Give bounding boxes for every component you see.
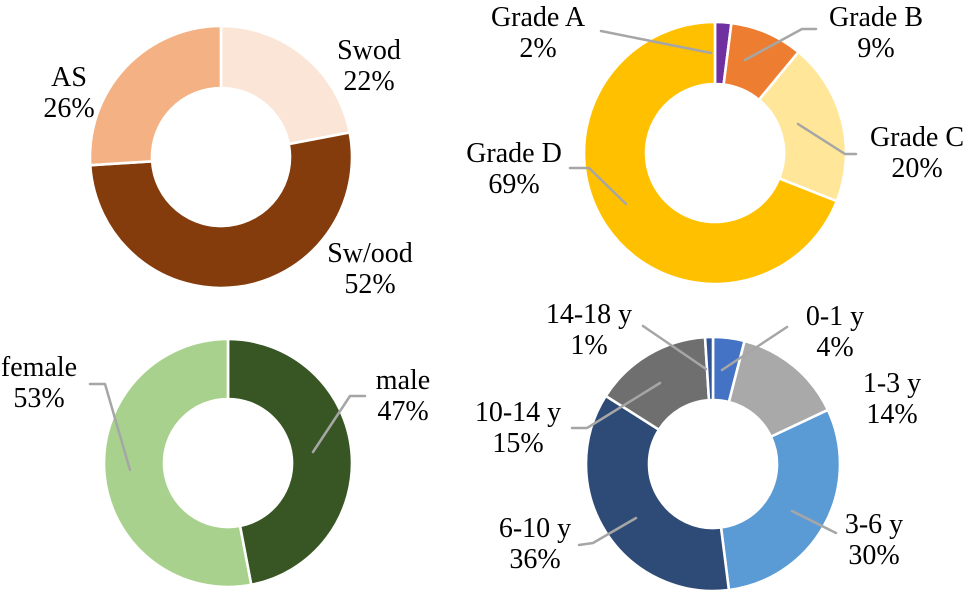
slice-female [102, 337, 253, 589]
label-grade-d: Grade D 69% [466, 138, 562, 200]
donut-chart-top-right [582, 20, 848, 286]
label-0-1-y: 0-1 y 4% [806, 301, 864, 363]
slice-pct: 15% [492, 428, 544, 459]
slice-sw-ood [88, 130, 354, 290]
slice-male [226, 337, 354, 587]
slice-swod [219, 24, 352, 146]
label-3-6-y: 3-6 y 30% [845, 509, 903, 571]
slice-pct: 47% [377, 396, 429, 427]
label-grade-c: Grade C 20% [870, 122, 964, 184]
slice-name: 10-14 y [474, 397, 562, 428]
slice-pct: 36% [509, 544, 561, 575]
donut-chart-bottom-left [102, 337, 354, 589]
label-10-14-y: 10-14 y 15% [475, 397, 561, 459]
slice-name: 0-1 y [805, 301, 865, 332]
label-grade-b: Grade B 9% [829, 2, 923, 64]
slice-pct: 9% [857, 33, 895, 64]
slice-pct: 22% [343, 66, 395, 97]
slice-name: Grade D [466, 138, 562, 169]
slice-pct: 14% [866, 399, 918, 430]
slice-pct: 4% [816, 332, 854, 363]
slice-pct: 1% [570, 330, 608, 361]
slice-pct: 20% [891, 153, 943, 184]
slice-pct: 2% [519, 33, 557, 64]
slice-pct: 26% [43, 93, 95, 124]
slice-pct: 52% [344, 269, 396, 300]
label-male: male 47% [376, 365, 430, 427]
donut-chart-top-left [88, 24, 354, 290]
slice-name: Swod [337, 35, 401, 66]
slice-name: 3-6 y [844, 509, 904, 540]
slice-name: Grade B [828, 2, 924, 33]
slice-name: female [0, 352, 78, 383]
label-1-3-y: 1-3 y 14% [863, 368, 921, 430]
slice-pct: 69% [488, 169, 540, 200]
slice-name: Grade C [869, 122, 965, 153]
slice-name: Sw/ood [327, 238, 413, 269]
slice-as [88, 24, 223, 167]
label-14-18-y: 14-18 y 1% [546, 299, 632, 361]
slice-name: 14-18 y [545, 299, 633, 330]
slice-name: 1-3 y [862, 368, 922, 399]
donut-chart-bottom-right [584, 335, 842, 593]
slice-name: male [375, 365, 431, 396]
label-swod: Swod 22% [337, 35, 401, 97]
slice-3-6-y [719, 408, 842, 592]
label-grade-a: Grade A 2% [491, 2, 585, 64]
slice-pct: 53% [13, 383, 65, 414]
slice-name: Grade A [490, 2, 586, 33]
label-as: AS 26% [43, 62, 94, 124]
label-swood: Sw/ood 52% [327, 238, 413, 300]
slice-name: 6-10 y [498, 513, 572, 544]
label-6-10-y: 6-10 y 36% [499, 513, 571, 575]
slice-pct: 30% [848, 540, 900, 571]
slice-name: AS [51, 62, 87, 93]
label-female: female 53% [1, 352, 77, 414]
